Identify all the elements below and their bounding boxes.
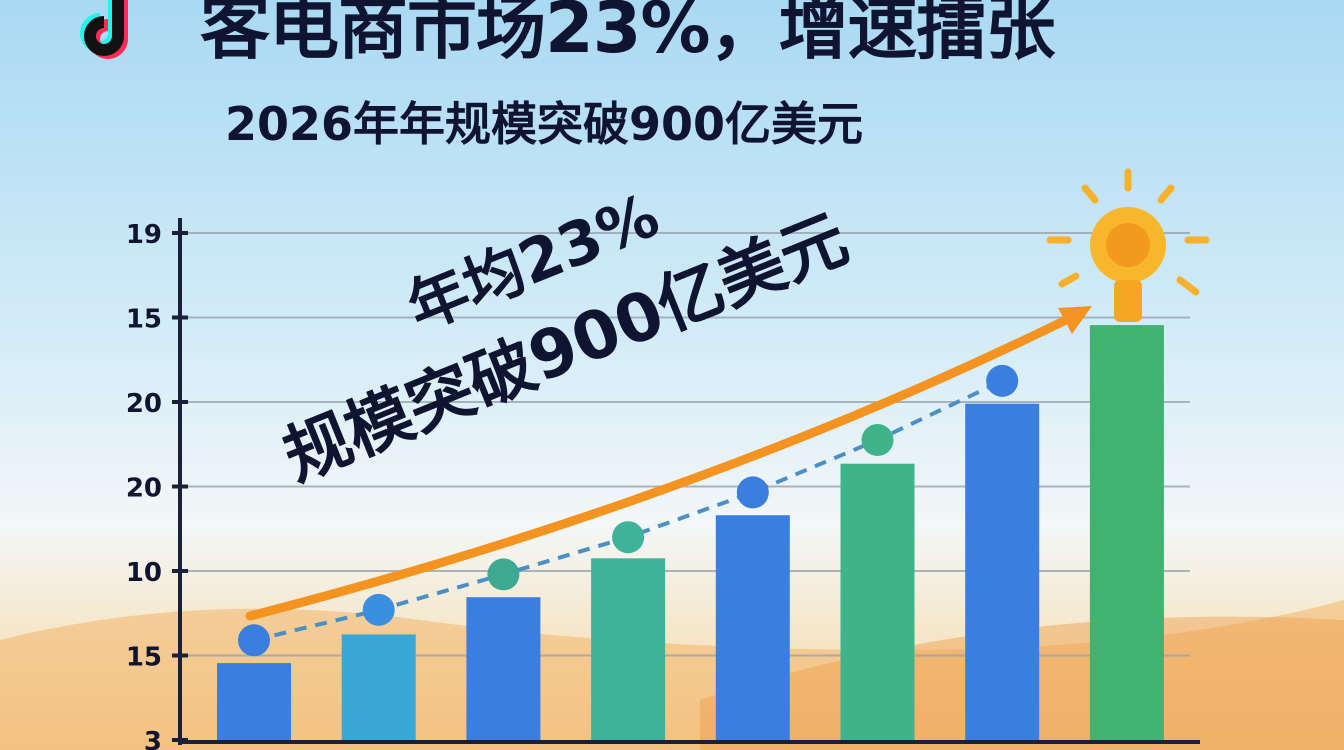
trend-point-5 bbox=[736, 476, 769, 509]
y-tick-label: 19 bbox=[126, 220, 162, 250]
trend-point-6 bbox=[861, 424, 894, 457]
y-tick-label: 20 bbox=[126, 389, 162, 419]
y-tick-label: 15 bbox=[126, 643, 162, 673]
bar-8 bbox=[1089, 325, 1164, 740]
bar-4 bbox=[591, 558, 666, 740]
trend-point-4 bbox=[612, 521, 645, 554]
bar-6 bbox=[840, 463, 915, 740]
y-tick-label: 10 bbox=[126, 558, 162, 588]
bar-2 bbox=[341, 634, 416, 740]
arrow-head bbox=[1058, 306, 1092, 334]
lightbulb-icon bbox=[1046, 168, 1210, 322]
y-tick-label: 3 bbox=[144, 727, 162, 750]
growth-arrow bbox=[245, 313, 1075, 621]
trend-point-1 bbox=[238, 624, 270, 657]
trend-point-2 bbox=[362, 593, 395, 626]
trend-point-3 bbox=[487, 558, 520, 591]
y-tick-label: 15 bbox=[126, 305, 162, 335]
y-tick-label: 20 bbox=[126, 474, 162, 504]
tiktok-logo-icon bbox=[80, 0, 128, 59]
bar-1 bbox=[217, 663, 291, 740]
bar-3 bbox=[466, 597, 541, 740]
bar-5 bbox=[715, 515, 790, 740]
page-subtitle: 2026年年规模突破900亿美元 bbox=[225, 97, 864, 151]
page-title: 客电商市场23%，增速擂张 bbox=[200, 0, 1056, 69]
trend-point-7 bbox=[986, 364, 1019, 397]
bar-7 bbox=[965, 403, 1040, 740]
